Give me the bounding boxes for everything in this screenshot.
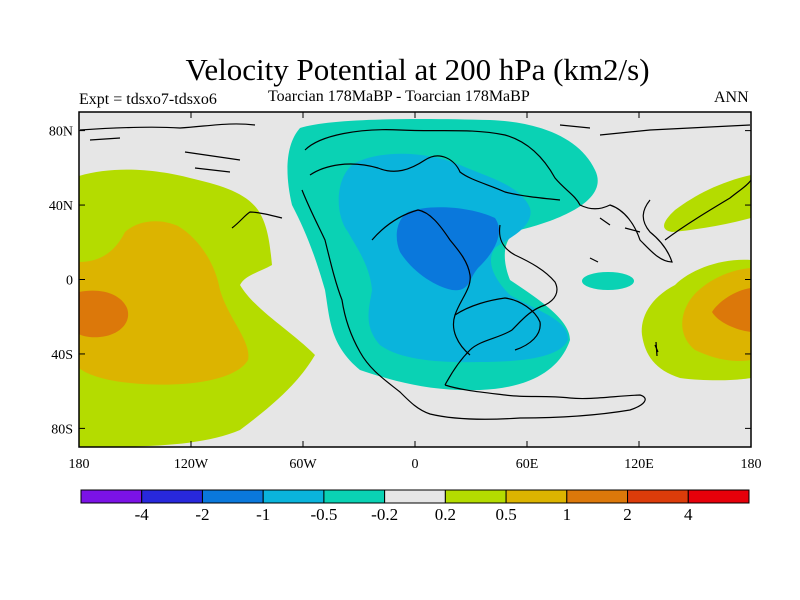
colorbar-swatch [141, 489, 203, 504]
contour-pos-0.5-west [79, 221, 249, 385]
experiment-label: Expt = tdsxo7-tdsxo6 [79, 91, 217, 108]
x-tick-label: 180 [741, 457, 762, 472]
colorbar-swatch [262, 489, 325, 504]
colorbar-swatch [687, 489, 750, 504]
colorbar-swatch [201, 489, 264, 504]
y-tick-label: 40N [49, 199, 73, 214]
y-tick-label: 0 [66, 274, 73, 289]
south-island-coast [654, 341, 659, 357]
pangaea-east-coast [444, 224, 558, 386]
colorbar-swatch [444, 489, 507, 504]
africa-interior-coast [454, 297, 541, 351]
alaska-arc [231, 211, 283, 229]
colorbar-swatch [323, 489, 386, 504]
colorbar-label: 1 [563, 505, 572, 524]
colorbar-label: 2 [623, 505, 632, 524]
x-tick-label: 60W [289, 457, 317, 472]
arctic-fragment-east [559, 124, 751, 136]
colorbar-swatch [80, 489, 143, 504]
contour-neg-1-central [396, 207, 499, 291]
x-tick-label: 180 [69, 457, 90, 472]
x-tick-label: 120E [624, 457, 654, 472]
chart-title: Velocity Potential at 200 hPa (km2/s) [185, 52, 650, 87]
season-label: ANN [714, 89, 749, 106]
contour-neg-0.2-patch [582, 272, 634, 290]
colorbar-label: 0.2 [435, 505, 456, 524]
contour-pos-0.2-east [664, 175, 751, 232]
tethys-coast [371, 209, 471, 356]
pangaea-west-coast [301, 189, 646, 420]
y-tick-label: 40S [51, 348, 73, 363]
colorbar-label: -2 [195, 505, 209, 524]
colorbar: -4 -2 -1 -0.5 -0.2 0.2 0.5 1 2 4 [80, 489, 750, 524]
y-tick-label: 80S [51, 422, 73, 437]
colorbar-label: 0.5 [495, 505, 516, 524]
x-axis: 180 120W 60W 0 60E 120E 180 [69, 112, 762, 472]
colorbar-label: -0.5 [310, 505, 337, 524]
coastlines [79, 123, 751, 420]
east-island-coast [589, 217, 641, 263]
colorbar-swatch [566, 489, 629, 504]
colorbar-label: -4 [135, 505, 150, 524]
x-tick-label: 120W [174, 457, 209, 472]
colorbar-label: 4 [684, 505, 693, 524]
pacific-island-coast [664, 179, 751, 241]
x-tick-label: 0 [412, 457, 419, 472]
pangaea-inner-coast [309, 155, 561, 201]
arctic-fragment [79, 123, 256, 131]
colorbar-swatch [384, 489, 446, 504]
y-axis: 80N 40N 0 40S 80S [49, 125, 751, 437]
contour-pos-1-west [79, 290, 129, 338]
arctic-fragment-2 [89, 137, 241, 173]
colorbar-label: -0.2 [371, 505, 398, 524]
colorbar-swatch [505, 489, 568, 504]
period-label: Toarcian 178MaBP - Toarcian 178MaBP [268, 88, 530, 105]
colorbar-swatch [627, 489, 689, 504]
contour-pos-1-east [712, 288, 751, 332]
y-tick-label: 80N [49, 125, 73, 140]
pangaea-north-coast [304, 129, 673, 263]
colorbar-label: -1 [256, 505, 270, 524]
x-tick-label: 60E [516, 457, 539, 472]
